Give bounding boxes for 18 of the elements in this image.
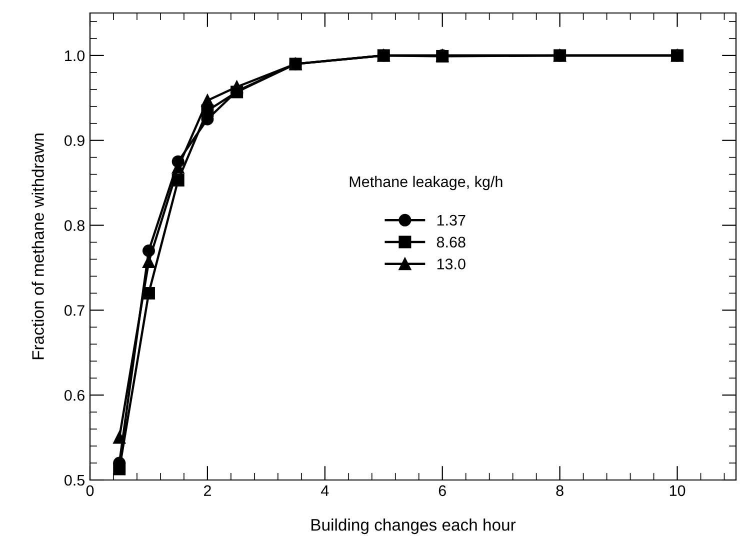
- x-tick-label: 10: [670, 485, 686, 496]
- y-tick-label: 0.5: [64, 474, 84, 486]
- x-tick-label: 2: [204, 485, 211, 496]
- y-tick-label: 1.0: [65, 50, 85, 62]
- y-tick-label: 0.9: [64, 135, 84, 146]
- y-tick-label: 0.6: [64, 390, 84, 401]
- y-tick-label: 0.8: [64, 220, 84, 231]
- legend-label: 1.37: [437, 214, 466, 226]
- y-tick-label: 0.7: [64, 305, 84, 316]
- legend-label: 8.68: [436, 236, 466, 248]
- x-tick-label: 4: [321, 485, 329, 496]
- legend-label: 13.0: [437, 258, 466, 270]
- x-tick-label: 6: [438, 485, 446, 496]
- y-axis-title: Fraction of methane withdrawn: [32, 134, 44, 360]
- x-axis-title: Building changes each hour: [312, 518, 516, 534]
- legend-title: Methane leakage, kg/h: [350, 176, 502, 190]
- x-tick-label: 0: [86, 485, 94, 496]
- x-tick-label: 8: [556, 485, 564, 496]
